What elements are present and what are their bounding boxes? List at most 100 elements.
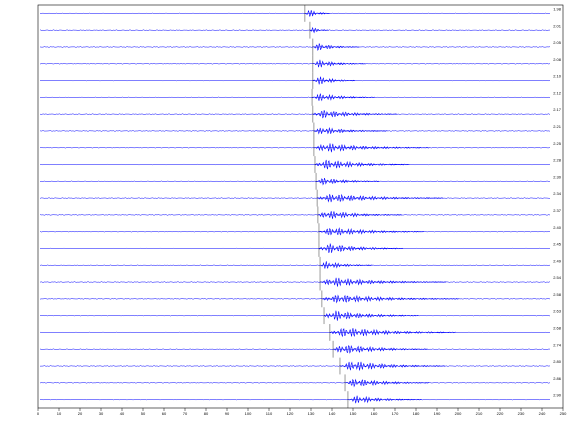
- trace-label: 2.74: [553, 342, 562, 347]
- x-tick-label: 10: [57, 411, 62, 416]
- x-tick-label: 210: [476, 411, 483, 416]
- trace-baseline: [39, 214, 551, 216]
- waveform: [339, 361, 446, 371]
- x-tick-label: 130: [308, 411, 315, 416]
- trace-label: 1.98: [553, 6, 562, 11]
- trace-baseline: [39, 264, 551, 266]
- trace-label: 2.58: [553, 292, 562, 297]
- trace-label: 2.01: [553, 23, 562, 28]
- trace-baseline: [39, 331, 551, 334]
- trace-label: 2.37: [553, 208, 562, 213]
- trace-baseline: [39, 147, 551, 149]
- trace-label: 2.05: [553, 40, 562, 45]
- x-tick-label: 120: [287, 411, 294, 416]
- x-tick-label: 80: [204, 411, 209, 416]
- x-tick-label: 100: [245, 411, 252, 416]
- waveform: [316, 193, 444, 203]
- waveform: [318, 227, 425, 236]
- trace-baseline: [39, 365, 551, 367]
- x-tick-label: 40: [120, 411, 125, 416]
- x-tick-label: 20: [78, 411, 83, 416]
- waveform: [312, 76, 356, 85]
- waveform: [315, 177, 380, 186]
- waveform: [304, 9, 331, 17]
- trace-baseline: [39, 281, 551, 283]
- waveform: [311, 93, 376, 102]
- x-tick-label: 190: [434, 411, 441, 416]
- waveform: [329, 327, 456, 338]
- x-tick-label: 230: [518, 411, 525, 416]
- trace-label: 2.90: [553, 393, 562, 398]
- trace-label: 2.86: [553, 376, 562, 381]
- trace-baseline: [39, 398, 551, 401]
- trace-label: 2.40: [553, 225, 562, 230]
- x-tick-label: 30: [99, 411, 104, 416]
- trace-baseline: [39, 96, 551, 99]
- trace-baseline: [39, 163, 551, 166]
- trace-baseline: [39, 247, 551, 250]
- trace-baseline: [39, 29, 551, 31]
- trace-label: 2.17: [553, 107, 562, 112]
- trace-baseline: [39, 348, 551, 350]
- trace-label: 2.80: [553, 359, 562, 364]
- waveform: [312, 43, 360, 51]
- plot-frame: [37, 4, 564, 409]
- x-tick-label: 110: [266, 411, 273, 416]
- trace-baseline: [39, 46, 551, 48]
- waveform: [318, 243, 404, 253]
- waveform: [313, 143, 430, 153]
- trace-baseline: [39, 382, 551, 384]
- trace-label: 2.12: [553, 90, 562, 95]
- trace-label: 2.10: [553, 74, 562, 79]
- waveform: [321, 294, 459, 304]
- x-tick-label: 200: [455, 411, 462, 416]
- x-tick-label: 240: [539, 411, 546, 416]
- trace-label: 2.34: [553, 191, 562, 196]
- waveform: [347, 395, 422, 404]
- trace-baseline: [39, 113, 551, 115]
- waveform: [317, 211, 402, 219]
- x-tick-label: 90: [225, 411, 230, 416]
- waveform: [312, 110, 398, 119]
- x-tick-label: 70: [183, 411, 188, 416]
- waveform: [319, 261, 373, 269]
- x-tick-label: 250: [560, 411, 567, 416]
- trace-label: 2.28: [553, 158, 562, 163]
- trace-baseline: [39, 63, 551, 65]
- waveform: [344, 378, 430, 388]
- x-tick-label: 160: [371, 411, 378, 416]
- trace-baseline: [39, 298, 551, 300]
- trace-label: 2.30: [553, 174, 562, 179]
- trace-baseline: [39, 231, 551, 233]
- trace-baseline: [39, 130, 551, 132]
- waveform: [312, 59, 366, 68]
- x-tick-label: 180: [413, 411, 420, 416]
- trace-label: 2.21: [553, 124, 562, 129]
- trace-baseline: [39, 314, 551, 317]
- waveform: [309, 26, 329, 34]
- x-tick-label: 170: [392, 411, 399, 416]
- trace-baseline: [39, 12, 551, 15]
- waveform: [319, 277, 447, 287]
- x-tick-label: 150: [350, 411, 357, 416]
- waveform: [314, 159, 410, 170]
- trace-baseline: [39, 180, 551, 182]
- trace-baseline: [39, 197, 551, 199]
- x-tick-label: 50: [141, 411, 146, 416]
- waveform: [323, 310, 419, 321]
- x-tick-label: 140: [329, 411, 336, 416]
- waveform: [313, 126, 388, 135]
- x-tick-label: 0: [37, 411, 40, 416]
- waveform: [332, 345, 428, 354]
- trace-label: 2.54: [553, 275, 562, 280]
- x-tick-label: 220: [497, 411, 504, 416]
- x-tick-label: 60: [162, 411, 167, 416]
- trace-label: 2.45: [553, 242, 562, 247]
- trace-label: 2.49: [553, 258, 562, 263]
- trace-label: 2.63: [553, 309, 562, 314]
- trace-baseline: [39, 79, 551, 82]
- trace-label: 2.25: [553, 141, 562, 146]
- trace-label: 2.68: [553, 326, 562, 331]
- trace-label: 2.08: [553, 57, 562, 62]
